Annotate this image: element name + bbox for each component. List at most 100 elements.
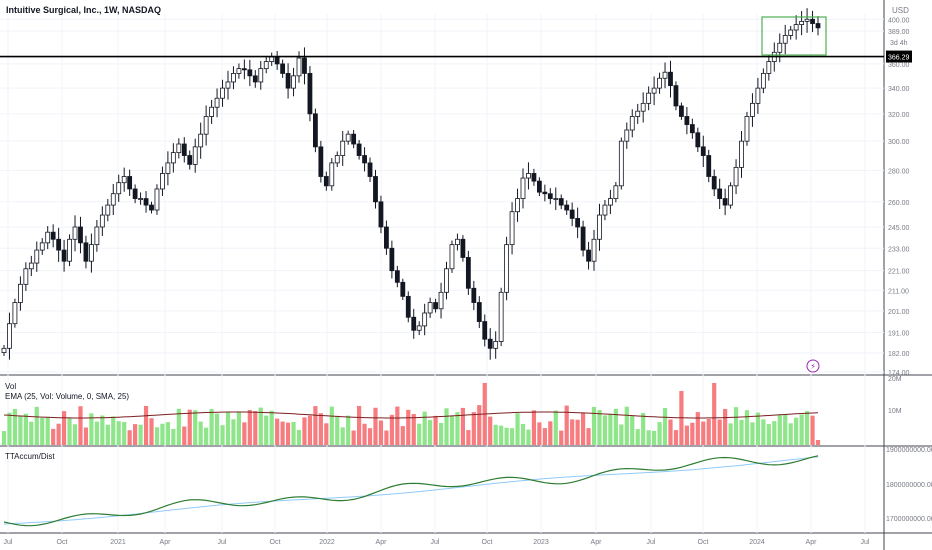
candle-down (695, 132, 701, 148)
volume-bar (51, 428, 56, 445)
accum-axis-label: 1900000000.00 (886, 447, 932, 454)
price-tick-label: 400.00 (888, 17, 910, 24)
candle-up (72, 226, 78, 240)
candle-down (569, 209, 575, 219)
volume-bar (701, 421, 706, 445)
candle-down (367, 162, 373, 177)
price-tick-label: 191.00 (888, 330, 910, 337)
volume-bar (231, 419, 236, 445)
volume-bar (165, 422, 170, 445)
candle-up (105, 204, 111, 216)
candle-down (586, 249, 591, 262)
candle-up (269, 56, 275, 62)
highlight-box (761, 16, 827, 56)
candle-up (662, 71, 668, 79)
candle-down (241, 68, 247, 71)
volume-bar (193, 410, 198, 445)
candle-up (17, 283, 23, 303)
time-axis-label: Jul (647, 539, 656, 546)
candle-up (777, 42, 783, 53)
volume-bar (133, 424, 138, 445)
accum-ma-line (3, 456, 819, 525)
volume-bar (94, 421, 99, 445)
candle-down (547, 193, 553, 199)
volume-bar (67, 417, 72, 445)
volume-bar (673, 430, 679, 445)
volume-bar (247, 410, 252, 445)
volume-bar (116, 421, 121, 445)
accum-axis-label: 1700000000.00 (886, 516, 932, 523)
time-axis-label: Apr (806, 539, 818, 546)
candle-down (302, 57, 307, 74)
candle-down (558, 198, 564, 206)
price-tick-label: 201.00 (888, 309, 910, 316)
candle-down (668, 71, 673, 87)
volume-bar (548, 421, 553, 445)
candle-up (526, 173, 531, 179)
volume-bar (318, 413, 323, 445)
volume-bar (455, 412, 460, 445)
candle-down (722, 198, 728, 206)
candle-up (39, 242, 45, 251)
volume-bar (105, 424, 110, 445)
price-tick-label: 300.00 (888, 139, 910, 146)
candle-down (394, 270, 400, 283)
volume-bar (761, 419, 766, 445)
volume-bar (460, 407, 465, 445)
candle-down (356, 143, 362, 156)
candle-up (618, 140, 624, 187)
candle-up (498, 291, 504, 342)
volume-bar (242, 422, 247, 445)
volume-bar (553, 410, 558, 445)
volume-bar (794, 417, 799, 445)
volume-bar (499, 425, 504, 445)
candle-up (449, 244, 455, 270)
volume-bar (777, 415, 782, 445)
candle-up (220, 87, 225, 99)
accum-line (3, 455, 819, 527)
candle-up (444, 268, 449, 293)
time-axis-label: Jul (861, 539, 870, 546)
price-tick-label: 221.00 (888, 269, 910, 276)
candle-up (89, 244, 94, 262)
volume-bar (466, 430, 471, 445)
volume-bar (7, 412, 12, 445)
time-axis-label: Apr (591, 539, 603, 546)
candle-up (416, 325, 422, 331)
volume-bar (799, 414, 804, 445)
volume-bar (444, 408, 449, 445)
volume-bar (526, 429, 531, 445)
candle-down (132, 188, 138, 199)
volume-bar (723, 408, 728, 445)
volume-bar (438, 422, 444, 445)
volume-bar (804, 411, 810, 445)
candle-up (515, 198, 520, 213)
volume-bar (56, 423, 61, 445)
volume-bar (428, 420, 433, 445)
volume-bar (788, 423, 793, 445)
candle-down (61, 249, 67, 262)
volume-bar (34, 406, 39, 445)
volume-bar (515, 413, 520, 445)
candle-down (323, 176, 329, 187)
volume-bar (395, 406, 400, 445)
candle-up (154, 188, 160, 211)
volume-bar (537, 422, 542, 445)
candle-up (45, 231, 51, 244)
candle-up (231, 73, 236, 83)
volume-bar (154, 427, 160, 445)
currency-label[interactable]: USD (892, 6, 909, 15)
volume-bar (1, 431, 7, 445)
price-tick-label: 211.00 (888, 288, 909, 295)
volume-axis-label: 10M (888, 408, 902, 415)
candle-up (198, 133, 204, 148)
volume-bar (83, 427, 89, 445)
volume-bar (509, 428, 515, 445)
volume-bar (214, 413, 220, 445)
volume-bar (690, 422, 695, 445)
volume-bar (18, 415, 23, 445)
volume-ema-line (3, 411, 819, 419)
candle-down (465, 257, 471, 289)
